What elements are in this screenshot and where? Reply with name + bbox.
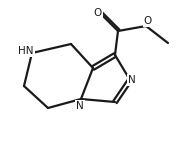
Text: N: N [128, 75, 136, 85]
Text: O: O [144, 16, 152, 26]
Text: N: N [76, 101, 84, 111]
Text: O: O [94, 8, 102, 18]
Text: HN: HN [18, 46, 34, 56]
